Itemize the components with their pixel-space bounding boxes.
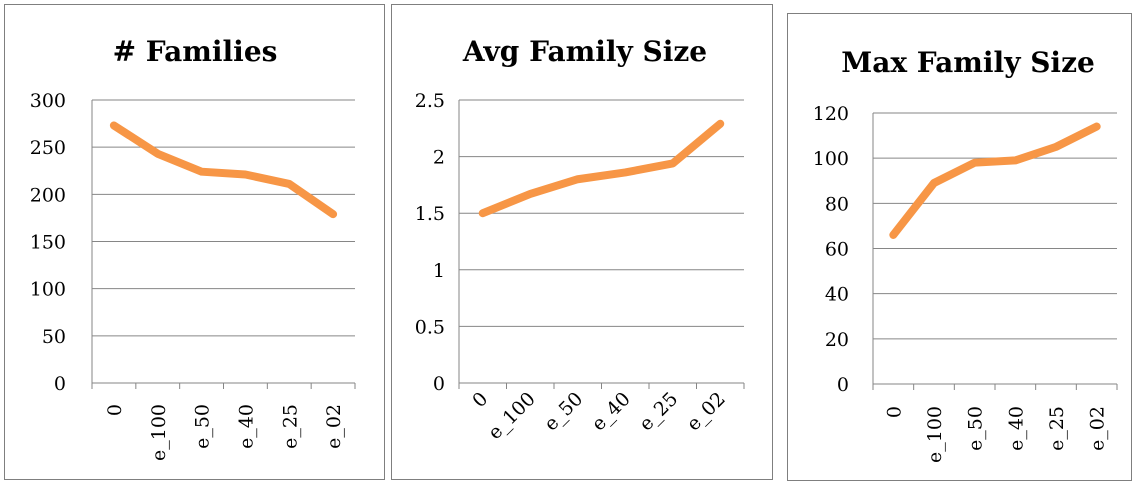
x-tick-label: 0 xyxy=(104,404,126,416)
y-tick-label: 120 xyxy=(813,103,849,125)
series-line xyxy=(109,121,338,219)
chart-families: # Families 300 250 200 150 100 50 0 0 e_100 e_50 e… xyxy=(4,4,385,480)
chart-title: # Families xyxy=(113,35,278,68)
y-tick-label: 300 xyxy=(30,90,66,112)
chart-title: Avg Family Size xyxy=(462,35,707,68)
x-tick-label: e_25 xyxy=(279,404,301,449)
x-tick-label: e_25 xyxy=(1046,406,1068,451)
y-tick-label: 60 xyxy=(825,239,849,261)
y-tick-label: 0 xyxy=(54,373,66,395)
y-tick-label: 200 xyxy=(30,184,66,206)
x-tick-label: e_40 xyxy=(235,404,257,449)
series-line xyxy=(478,119,725,218)
y-tick-label: 150 xyxy=(30,232,66,254)
chart-panel-max-family-size: Max Family Size 120 100 80 60 40 20 0 0 e_100 e_5… xyxy=(787,13,1132,481)
x-tick-label: e_02 xyxy=(323,404,345,449)
chart-frame xyxy=(787,13,1132,481)
chart-title: Max Family Size xyxy=(841,46,1095,79)
y-tick-label: 250 xyxy=(30,137,66,159)
y-tick-label: 0.5 xyxy=(415,316,445,338)
x-tick-label: 0 xyxy=(883,406,905,418)
x-tick-label: e_100 xyxy=(924,406,946,463)
y-tick-label: 50 xyxy=(42,326,66,348)
chart-panel-families: # Families 300 250 200 150 100 50 0 0 e_100 e_50 e… xyxy=(4,4,385,480)
y-tick-label: 1.5 xyxy=(415,203,445,225)
x-tick-label: e_02 xyxy=(1087,406,1109,451)
x-tick-label: e_40 xyxy=(1005,406,1027,451)
series-line xyxy=(889,122,1101,239)
chart-panel-avg-family-size: Avg Family Size 2.5 2 1.5 1 0.5 0 0 e_100 e_50 e_… xyxy=(391,4,773,480)
y-tick-label: 80 xyxy=(825,193,849,215)
x-tick-label: e_50 xyxy=(192,404,214,449)
y-tick-label: 20 xyxy=(825,329,849,351)
y-tick-label: 100 xyxy=(813,148,849,170)
y-tick-label: 0 xyxy=(433,373,445,395)
chart-frame xyxy=(391,4,773,480)
y-tick-label: 1 xyxy=(433,260,445,282)
y-tick-label: 40 xyxy=(825,284,849,306)
x-tick-label: e_100 xyxy=(148,404,170,461)
x-tick-label: e_50 xyxy=(965,406,987,451)
y-tick-label: 2 xyxy=(433,147,445,169)
y-tick-label: 2.5 xyxy=(415,90,445,112)
chart-max-family-size: Max Family Size 120 100 80 60 40 20 0 0 e_100 e_5… xyxy=(787,13,1132,481)
y-tick-label: 0 xyxy=(837,374,849,396)
y-tick-label: 100 xyxy=(30,279,66,301)
